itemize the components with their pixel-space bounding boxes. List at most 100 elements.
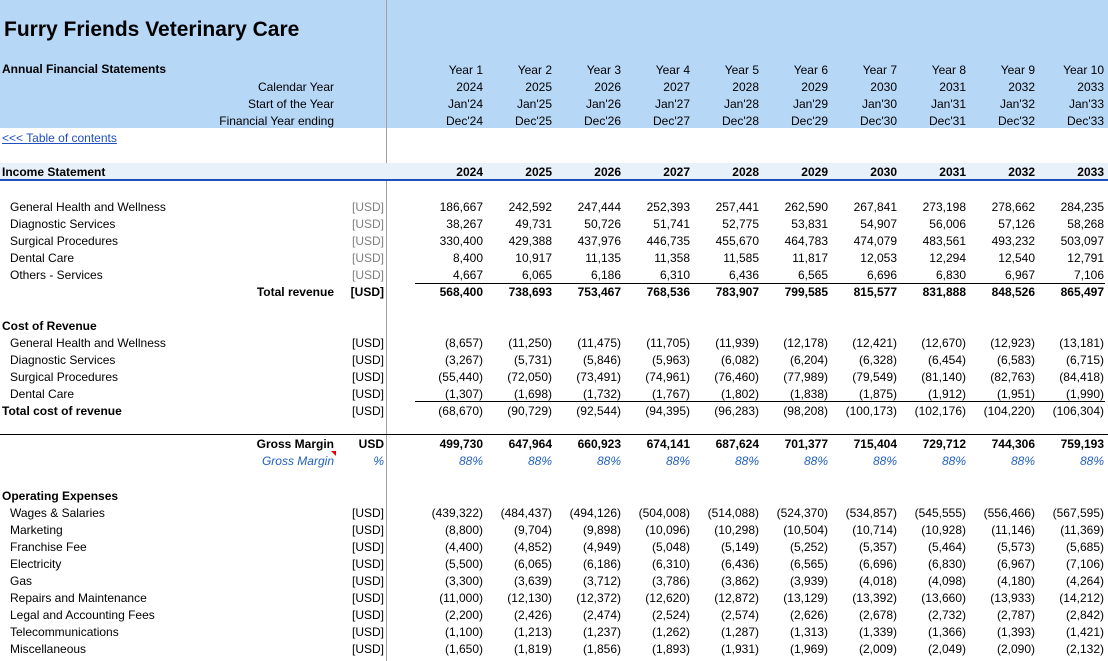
unit-label: [USD] xyxy=(351,608,384,622)
line-value: 815,577 xyxy=(853,285,897,299)
line-value: 474,079 xyxy=(853,234,897,248)
line-value: (12,923) xyxy=(990,336,1035,350)
line-value: (100,173) xyxy=(845,404,897,418)
year-start: Jan'26 xyxy=(586,97,621,111)
line-value: (1,838) xyxy=(789,387,828,401)
line-value: (5,149) xyxy=(720,540,759,554)
line-value: (102,176) xyxy=(914,404,966,418)
line-value: 7,106 xyxy=(1073,268,1104,282)
line-value: 6,696 xyxy=(866,268,897,282)
line-value: 783,907 xyxy=(715,285,759,299)
year-number: Year 6 xyxy=(793,63,828,77)
line-value: (12,372) xyxy=(576,591,621,605)
line-value: 88% xyxy=(596,454,621,468)
line-value: 6,967 xyxy=(1004,268,1035,282)
line-value: (4,852) xyxy=(513,540,552,554)
line-value: (556,466) xyxy=(983,506,1035,520)
year-end: Dec'24 xyxy=(446,114,483,128)
unit-label: [USD] xyxy=(351,353,384,367)
line-value: 257,441 xyxy=(715,200,759,214)
line-value: 483,561 xyxy=(922,234,966,248)
year-start: Jan'27 xyxy=(655,97,690,111)
revenue-line-label: Dental Care xyxy=(10,251,75,265)
line-value: 242,592 xyxy=(508,200,552,214)
line-value: (6,565) xyxy=(789,557,828,571)
line-value: (79,549) xyxy=(852,370,897,384)
line-value: (1,732) xyxy=(582,387,621,401)
line-value: (12,421) xyxy=(852,336,897,350)
year-end: Dec'25 xyxy=(515,114,552,128)
year-start: Jan'28 xyxy=(724,97,759,111)
line-value: (4,180) xyxy=(996,574,1035,588)
calendar-year: 2027 xyxy=(663,80,690,94)
year-start: Jan'33 xyxy=(1069,97,1104,111)
line-value: (6,830) xyxy=(927,557,966,571)
line-value: 848,526 xyxy=(991,285,1035,299)
statements-subtitle: Annual Financial Statements xyxy=(2,62,167,76)
year-start: Jan'32 xyxy=(1000,97,1035,111)
line-value: (4,098) xyxy=(927,574,966,588)
line-value: 503,097 xyxy=(1060,234,1104,248)
line-value: (2,132) xyxy=(1065,642,1104,656)
line-value: 88% xyxy=(458,454,483,468)
line-value: (1,893) xyxy=(651,642,690,656)
line-value: 56,006 xyxy=(929,217,966,231)
line-value: 53,831 xyxy=(791,217,828,231)
line-value: (439,322) xyxy=(431,506,483,520)
unit-label: [USD] xyxy=(351,217,384,231)
line-value: 273,198 xyxy=(922,200,966,214)
year-number: Year 1 xyxy=(448,63,483,77)
line-value: (5,846) xyxy=(582,353,621,367)
line-value: (1,366) xyxy=(927,625,966,639)
calendar-year: 2033 xyxy=(1077,80,1104,94)
line-value: (5,573) xyxy=(996,540,1035,554)
line-value: (94,395) xyxy=(645,404,690,418)
line-value: (5,252) xyxy=(789,540,828,554)
line-value: (1,213) xyxy=(513,625,552,639)
year-number: Year 4 xyxy=(655,63,690,77)
line-value: (4,949) xyxy=(582,540,621,554)
gross-margin-pct-label: Gross Margin xyxy=(261,454,334,468)
year-number: Year 7 xyxy=(862,63,897,77)
line-value: 12,294 xyxy=(929,251,966,265)
line-value: (2,049) xyxy=(927,642,966,656)
line-value: (13,181) xyxy=(1059,336,1104,350)
income-year-header: 2031 xyxy=(939,165,966,179)
unit-label: [USD] xyxy=(351,540,384,554)
line-value: (484,437) xyxy=(500,506,552,520)
line-value: (1,698) xyxy=(513,387,552,401)
calendar-year: 2025 xyxy=(525,80,552,94)
income-year-header: 2024 xyxy=(456,165,483,179)
line-value: (10,714) xyxy=(852,523,897,537)
line-value: (12,130) xyxy=(507,591,552,605)
line-value: 12,540 xyxy=(998,251,1035,265)
line-value: (73,491) xyxy=(576,370,621,384)
line-value: (2,626) xyxy=(789,608,828,622)
revenue-line-label: Surgical Procedures xyxy=(10,234,119,248)
cost-line-label: Dental Care xyxy=(10,387,75,401)
line-value: 54,907 xyxy=(860,217,897,231)
line-value: (2,574) xyxy=(720,608,759,622)
line-value: 278,662 xyxy=(991,200,1035,214)
line-value: (1,856) xyxy=(582,642,621,656)
table-of-contents-link[interactable]: <<< Table of contents xyxy=(2,131,117,145)
line-value: (3,862) xyxy=(720,574,759,588)
line-value: (11,000) xyxy=(439,591,483,605)
line-value: 715,404 xyxy=(853,437,897,451)
comment-indicator-icon[interactable] xyxy=(331,451,336,456)
income-year-header: 2029 xyxy=(801,165,828,179)
year-start: Jan'24 xyxy=(448,97,483,111)
line-value: (12,872) xyxy=(714,591,759,605)
year-start: Jan'30 xyxy=(862,97,897,111)
line-value: (98,208) xyxy=(783,404,828,418)
line-value: (1,339) xyxy=(858,625,897,639)
start-of-year-label: Start of the Year xyxy=(247,97,334,111)
line-value: (1,912) xyxy=(927,387,966,401)
line-value: (6,696) xyxy=(858,557,897,571)
income-year-header: 2033 xyxy=(1077,165,1104,179)
unit-label: % xyxy=(373,454,384,468)
line-value: (11,146) xyxy=(991,523,1035,537)
opex-line-label: Franchise Fee xyxy=(10,540,87,554)
line-value: (514,088) xyxy=(707,506,759,520)
line-value: (13,933) xyxy=(990,591,1035,605)
